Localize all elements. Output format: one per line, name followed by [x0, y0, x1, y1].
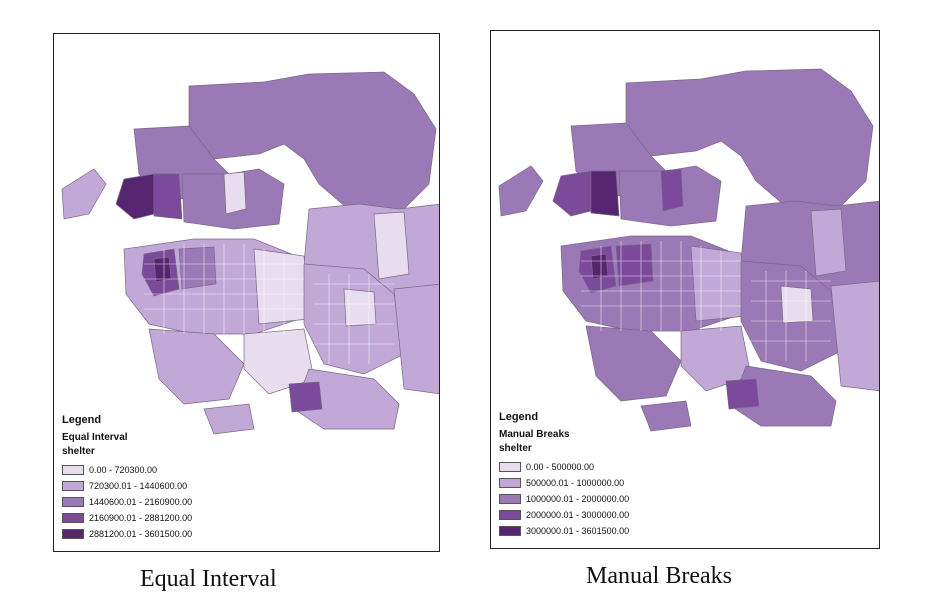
region-east-light	[810, 208, 847, 277]
region-west-van-dark	[552, 170, 592, 217]
legend-swatch	[499, 478, 521, 488]
legend-label: 2881200.01 - 3601500.00	[89, 529, 193, 539]
region-burnaby	[690, 245, 747, 322]
region-burnaby	[253, 248, 310, 325]
legend-label: 720300.01 - 1440600.00	[89, 481, 188, 491]
region-vancouver-medium	[178, 246, 217, 290]
legend-swatch	[62, 465, 84, 475]
legend-swatch	[62, 513, 84, 523]
legend-item: 0.00 - 500000.00	[499, 459, 629, 475]
legend-field: shelter	[499, 443, 532, 454]
region-richmond	[148, 328, 245, 405]
region-west-van-medium	[153, 173, 183, 220]
choropleth-map-manual-breaks	[498, 68, 879, 432]
legend-item: 720300.01 - 1440600.00	[62, 478, 192, 494]
legend-label: 0.00 - 720300.00	[89, 465, 158, 475]
legend-field: shelter	[62, 446, 95, 457]
region-delta-dark	[725, 378, 760, 410]
region-vancouver-medium	[615, 243, 654, 287]
caption-equal-interval: Equal Interval	[140, 566, 277, 592]
legend-item: 500000.01 - 1000000.00	[499, 475, 629, 491]
legend-label: 3000000.01 - 3601500.00	[526, 526, 630, 536]
region-west-van-darkest	[590, 170, 620, 217]
legend-item: 0.00 - 720300.00	[62, 462, 192, 478]
legend-title: Legend	[62, 414, 102, 426]
legend-method: Equal Interval	[62, 432, 128, 443]
region-vancouver-darkest	[153, 256, 172, 283]
legend-item: 1440600.01 - 2160900.00	[62, 494, 192, 510]
legend-label: 2000000.01 - 3000000.00	[526, 510, 630, 520]
legend-item: 2881200.01 - 3601500.00	[62, 526, 192, 542]
region-north-dark	[660, 168, 684, 212]
legend-label: 1440600.01 - 2160900.00	[89, 497, 193, 507]
region-island-left	[498, 165, 544, 217]
region-delta-dark	[288, 381, 323, 413]
caption-manual-breaks: Manual Breaks	[586, 563, 732, 589]
region-north-light	[223, 171, 247, 215]
choropleth-map-equal-interval	[61, 71, 439, 435]
legend-label: 1000000.01 - 2000000.00	[526, 494, 630, 504]
legend-manual-breaks: Legend Manual Breaks shelter 0.00 - 5000…	[499, 411, 629, 539]
region-vancouver-darkest	[590, 253, 609, 280]
legend-title: Legend	[499, 411, 539, 423]
legend-swatch	[62, 481, 84, 491]
region-far-east	[393, 283, 439, 395]
legend-label: 0.00 - 500000.00	[526, 462, 595, 472]
legend-swatch	[62, 529, 84, 539]
legend-label: 2160900.01 - 2881200.00	[89, 513, 193, 523]
legend-swatch	[499, 494, 521, 504]
legend-swatch	[499, 510, 521, 520]
legend-item: 3000000.01 - 3601500.00	[499, 523, 629, 539]
map-panel-manual-breaks: Legend Manual Breaks shelter 0.00 - 5000…	[490, 30, 880, 549]
legend-swatch	[62, 497, 84, 507]
region-west-van-dark	[115, 173, 155, 220]
legend-item: 2160900.01 - 2881200.00	[62, 510, 192, 526]
region-richmond	[585, 325, 682, 402]
region-south-coast	[640, 400, 692, 432]
legend-label: 500000.01 - 1000000.00	[526, 478, 625, 488]
region-east-light	[373, 211, 410, 280]
legend-swatch	[499, 526, 521, 536]
legend-item: 2000000.01 - 3000000.00	[499, 507, 629, 523]
legend-item: 1000000.01 - 2000000.00	[499, 491, 629, 507]
region-far-east	[830, 280, 879, 392]
region-south-coast	[203, 403, 255, 435]
legend-equal-interval: Legend Equal Interval shelter 0.00 - 720…	[62, 414, 192, 542]
region-island-left	[61, 168, 107, 220]
map-panel-equal-interval: Legend Equal Interval shelter 0.00 - 720…	[53, 33, 440, 552]
legend-method: Manual Breaks	[499, 429, 570, 440]
legend-swatch	[499, 462, 521, 472]
